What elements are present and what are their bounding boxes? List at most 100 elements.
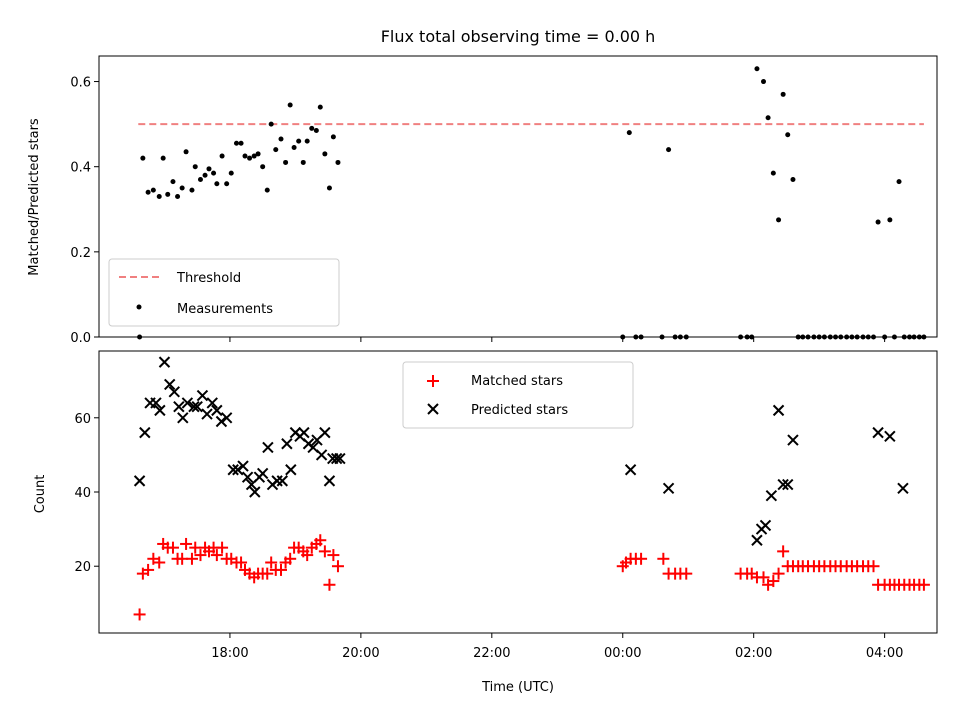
bottom-legend-box <box>402 361 634 429</box>
top-y-tick-label: 0.6 <box>70 76 91 91</box>
predicted-star-point <box>215 415 228 428</box>
predicted-star-point <box>206 397 218 409</box>
measurement-point <box>242 153 248 159</box>
bottom-y-tick-label: 40 <box>74 486 91 501</box>
matched-star-point <box>216 541 229 554</box>
predicted-star-point <box>319 426 331 439</box>
measurement-point <box>183 149 189 155</box>
predicted-star-point <box>211 404 223 417</box>
matched-star-point <box>180 537 193 550</box>
predicted-star-point <box>298 426 310 439</box>
bottom-y-tick-label: 20 <box>74 560 91 575</box>
predicted-star-point <box>276 475 289 487</box>
measurement-point <box>875 219 881 225</box>
predicted-star-point <box>139 426 151 439</box>
predicted-star-point <box>285 464 297 476</box>
predicted-star-point <box>256 467 269 480</box>
measurement-point <box>291 145 297 151</box>
matched-star-point <box>265 556 278 569</box>
measurement-point <box>626 130 632 136</box>
measurement-point <box>165 191 171 197</box>
top-chart-title: Flux total observing time = 0.00 h <box>381 27 656 46</box>
matched-star-point <box>767 575 780 588</box>
measurement-point <box>278 136 284 142</box>
x-tick-label: 04:00 <box>866 646 903 661</box>
predicted-star-point <box>334 452 346 465</box>
matched-star-point <box>261 567 274 580</box>
predicted-star-point <box>765 490 778 502</box>
predicted-star-point <box>262 441 274 454</box>
predicted-star-point <box>315 449 328 461</box>
matched-star-point <box>166 541 179 554</box>
predicted-star-point <box>168 386 180 398</box>
matched-star-point <box>194 549 207 562</box>
measurement-point <box>238 140 244 146</box>
matched-star-point <box>323 578 336 591</box>
matched-star-point <box>284 552 297 565</box>
legend-measurements-label: Measurements <box>177 302 273 317</box>
measurement-point <box>179 185 185 191</box>
measurement-point <box>268 121 274 127</box>
top-plot-area <box>137 66 927 340</box>
measurement-point <box>770 170 776 176</box>
predicted-star-point <box>330 452 343 465</box>
matched-star-point <box>133 608 146 621</box>
legend-predicted-label: Predicted stars <box>471 403 568 418</box>
predicted-star-point <box>173 400 185 413</box>
bottom-legend: Matched stars Predicted stars <box>402 361 634 429</box>
matched-star-point <box>917 578 930 591</box>
matched-star-point <box>680 567 693 580</box>
predicted-star-point <box>188 400 200 413</box>
measurement-point <box>273 147 279 153</box>
measurement-point <box>326 185 332 191</box>
legend-matched-label: Matched stars <box>471 374 563 389</box>
predicted-star-point <box>249 486 261 498</box>
matched-star-point <box>867 560 880 573</box>
top-y-axis-label: Matched/Predicted stars <box>27 118 42 276</box>
measurement-point <box>189 187 195 193</box>
measurement-point <box>754 66 760 72</box>
matched-star-point <box>635 552 648 565</box>
measurement-point <box>335 159 341 165</box>
predicted-star-point <box>196 389 209 402</box>
measurement-point <box>666 147 672 153</box>
predicted-star-point <box>662 482 675 494</box>
measurement-point <box>765 115 771 121</box>
top-y-tick-label: 0.0 <box>70 331 91 346</box>
x-axis-label: Time (UTC) <box>481 680 554 695</box>
measurement-point <box>309 125 315 131</box>
predicted-star-point <box>232 464 244 476</box>
measurement-point <box>197 176 203 182</box>
predicted-star-point <box>759 519 772 532</box>
bottom-y-tick-label: 60 <box>74 412 91 427</box>
predicted-star-point <box>220 412 233 424</box>
measurement-point <box>780 91 786 97</box>
x-tick-label: 22:00 <box>473 646 510 661</box>
top-x-ticks <box>229 337 886 342</box>
top-legend: Threshold Measurements <box>108 258 340 327</box>
measurement-point <box>228 170 234 176</box>
predicted-star-point <box>782 478 794 491</box>
measurement-point <box>887 217 893 223</box>
measurement-point <box>150 187 156 193</box>
matched-star-point <box>657 552 670 565</box>
measurement-point <box>264 187 270 193</box>
predicted-star-point <box>271 475 283 487</box>
measurement-point <box>300 159 306 165</box>
x-tick-label: 00:00 <box>604 646 641 661</box>
x-tick-label: 18:00 <box>211 646 248 661</box>
predicted-star-point <box>777 478 789 491</box>
measurement-point <box>304 138 310 144</box>
predicted-star-point <box>133 475 146 487</box>
predicted-star-point <box>751 534 763 546</box>
predicted-star-point <box>163 378 176 391</box>
predicted-star-point <box>177 412 189 424</box>
measurement-point <box>219 153 225 159</box>
measurement-point <box>247 155 253 161</box>
matched-star-point <box>327 549 340 562</box>
predicted-star-point <box>181 397 194 409</box>
measurement-point <box>251 153 257 159</box>
measurement-point <box>790 176 796 182</box>
measurement-point <box>175 194 181 199</box>
measurement-point <box>283 159 289 165</box>
